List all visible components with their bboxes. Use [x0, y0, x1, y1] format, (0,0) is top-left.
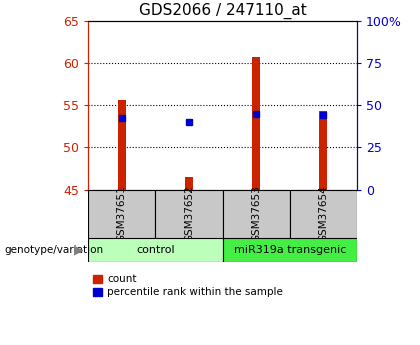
Bar [290, 190, 357, 238]
Text: miR319a transgenic: miR319a transgenic [234, 245, 346, 255]
Bar [223, 190, 290, 238]
Text: control: control [136, 245, 175, 255]
Text: GSM37651: GSM37651 [117, 186, 127, 242]
Title: GDS2066 / 247110_at: GDS2066 / 247110_at [139, 3, 307, 19]
Bar [88, 238, 223, 262]
Bar [155, 190, 223, 238]
Text: ▶: ▶ [74, 244, 84, 257]
Bar [88, 190, 155, 238]
Legend: count, percentile rank within the sample: count, percentile rank within the sample [93, 274, 283, 297]
Bar [118, 100, 126, 190]
Bar [223, 238, 357, 262]
Text: GSM37654: GSM37654 [318, 186, 328, 242]
Text: GSM37652: GSM37652 [184, 186, 194, 242]
Text: genotype/variation: genotype/variation [4, 245, 103, 255]
Bar [185, 177, 193, 190]
Bar [319, 111, 328, 190]
Bar [252, 57, 260, 190]
Text: GSM37653: GSM37653 [251, 186, 261, 242]
